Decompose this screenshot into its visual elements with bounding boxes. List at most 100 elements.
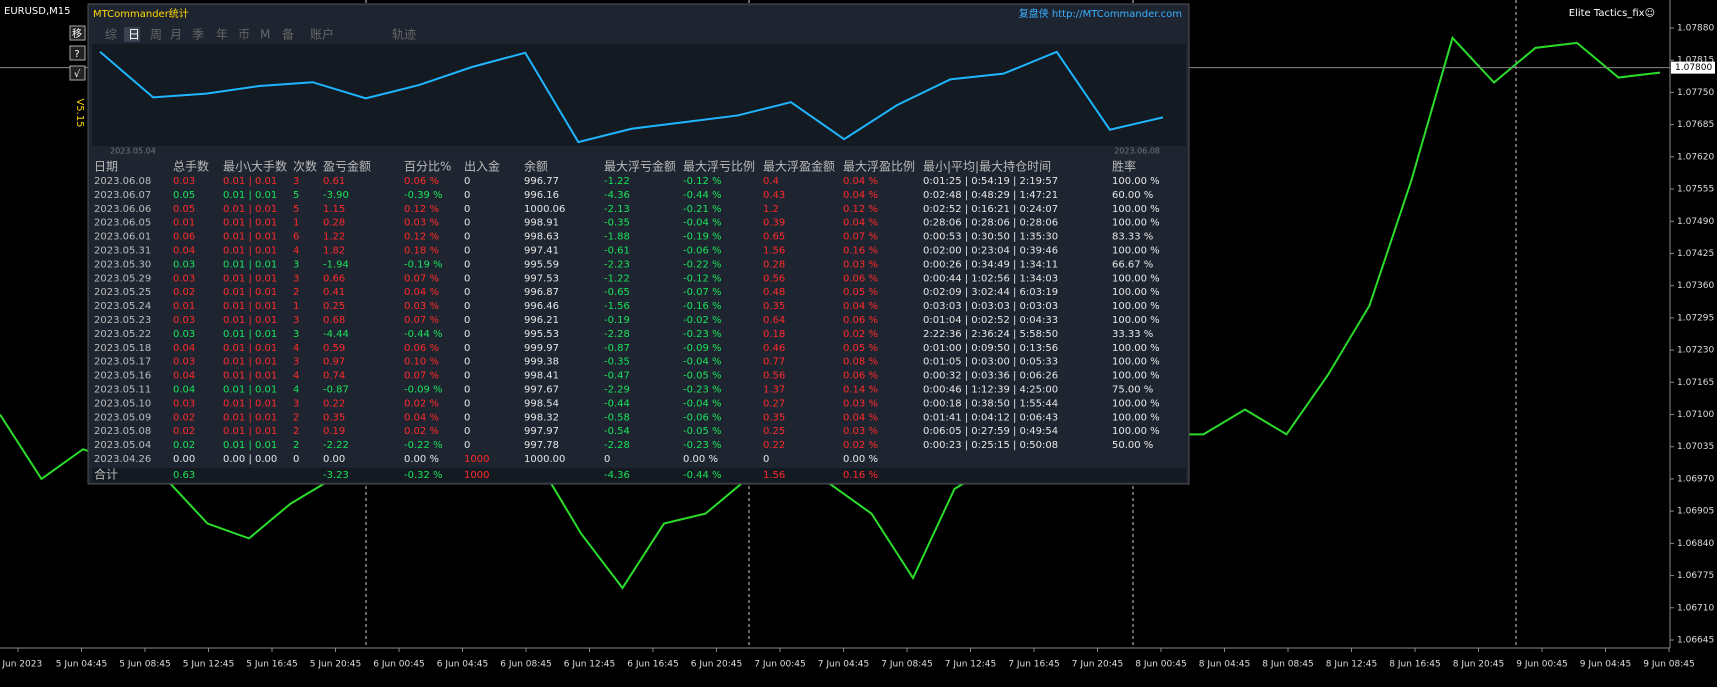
side-buttons[interactable]: 移 ? √ [69,25,86,81]
time-label: 7 Jun 00:45 [754,660,805,670]
cell: -0.39 % [404,190,443,201]
tab[interactable]: 轨迹 [392,28,416,42]
cell: 0.12 % [404,204,439,215]
cell: 0.06 [173,232,195,243]
time-label: 5 Jun 16:45 [246,660,297,670]
cell: 0.66 [323,273,345,284]
time-label: 7 Jun 12:45 [945,660,996,670]
tab[interactable]: M [260,28,270,42]
cell: 0.02 [173,287,195,298]
cell: 2023.05.24 [94,301,151,312]
tab[interactable]: 月 [170,28,182,42]
cell: -1.94 [323,259,349,270]
column-header: 次数 [293,159,317,174]
tab[interactable]: 币 [238,28,250,42]
tab[interactable]: 年 [216,28,228,42]
button-label[interactable]: 移 [72,27,82,40]
cell: 0:02:52 | 0:16:21 | 0:24:07 [923,204,1058,215]
button[interactable] [69,25,86,41]
cell: 0 [464,371,470,382]
time-label: 5 Jun 20:45 [310,660,361,670]
cell: 100.00 % [1112,398,1160,409]
cell: 100.00 % [1112,315,1160,326]
button[interactable] [69,65,86,81]
tab[interactable]: 周 [150,28,162,42]
cell: 1 [293,218,299,229]
cell: -0.06 % [683,412,722,423]
cell: 0:28:06 | 0:28:06 | 0:28:06 [923,218,1058,229]
cell: 0.04 % [843,218,878,229]
column-header: 最大浮盈比例 [843,160,915,174]
price-label: 1.07685 [1677,120,1714,130]
price-label: 1.06840 [1677,539,1714,549]
column-header: 最大浮亏金额 [604,159,676,174]
symbol: EURUSD,M15 [4,6,70,17]
time-label: 6 Jun 00:45 [373,660,424,670]
column-header: 百分比% [404,160,451,174]
cell: 6 [293,232,299,243]
cell: 999.38 [524,357,559,368]
cell: 2023.05.09 [94,412,151,423]
cell: -2.23 [604,259,630,270]
cell: 0 [464,315,470,326]
cell: 0.04 [173,371,195,382]
cell: 996.77 [524,176,559,187]
cell: 998.54 [524,398,559,409]
cell: 0.07 % [404,273,439,284]
cell: 0:01:04 | 0:02:52 | 0:04:33 [923,315,1058,326]
cell: 4 [293,371,299,382]
button[interactable] [69,45,86,61]
button-label[interactable]: ? [74,49,79,60]
cell: 996.46 [524,301,559,312]
cell: -2.22 [323,440,349,451]
cell: 2023.05.22 [94,329,151,340]
cell: 0 [604,454,610,465]
price-label: 1.07815 [1677,56,1714,66]
tab[interactable]: 日 [128,28,140,42]
column-header: 日期 [94,160,118,174]
tab[interactable]: 季 [192,28,204,42]
cell: 0:00:44 | 1:02:56 | 1:34:03 [923,273,1058,284]
cell: 100.00 % [1112,301,1160,312]
cell: 0.03 [173,315,195,326]
cell: 0.39 [763,218,785,229]
cell: 0.04 [173,246,195,257]
cell: -0.23 % [683,385,722,396]
cell: 2:22:36 | 2:36:24 | 5:58:50 [923,329,1058,340]
cell: 100.00 % [1112,218,1160,229]
cell: 0.35 [763,301,785,312]
cell: -0.44 % [404,329,443,340]
time-label: 5 Jun 04:45 [56,660,107,670]
cell: -0.12 % [683,273,722,284]
cell: 0.06 % [843,273,878,284]
cell: 0.01 | 0.01 [223,315,277,326]
tab[interactable]: 账户 [310,27,334,42]
cell: -0.02 % [683,315,722,326]
cell: 0:00:32 | 0:03:36 | 0:06:26 [923,371,1058,382]
cell: 0.08 % [843,357,878,368]
tab[interactable]: 综 [105,28,117,42]
cell: 0.07 % [404,371,439,382]
cell: 0.18 [763,329,785,340]
cell: -0.07 % [683,287,722,298]
cell: 0.00 % [843,454,878,465]
cell: 0.05 % [843,287,878,298]
cell: 0.02 % [843,440,878,451]
current-price-box [1671,61,1715,74]
cell: 2 [293,412,299,423]
cell: 0.35 [763,412,785,423]
cell: 4 [293,385,299,396]
cell: 0 [464,204,470,215]
cell: 0 [464,232,470,243]
price-label: 1.07035 [1677,442,1714,452]
panel-link[interactable]: 复盘侠 http://MTCommander.com [1019,7,1182,20]
cell: 100.00 % [1112,246,1160,257]
tab[interactable]: 备 [282,28,294,42]
cell: 5 [293,204,299,215]
button-label[interactable]: √ [74,69,81,80]
price-label: 1.06775 [1677,571,1714,581]
cell: 0.59 [323,343,345,354]
cell: 100.00 % [1112,287,1160,298]
cell: -2.29 [604,385,630,396]
